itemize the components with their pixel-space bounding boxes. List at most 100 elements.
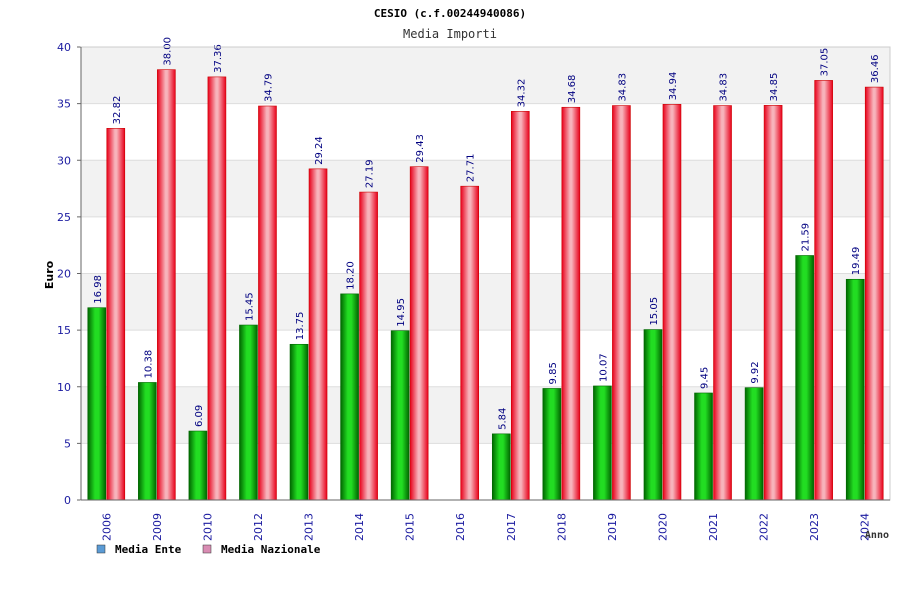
bar-media-ente	[188, 430, 208, 501]
y-tick-label: 5	[64, 437, 71, 450]
data-label: 9.45	[700, 367, 711, 389]
data-label: 34.79	[263, 73, 274, 102]
bar-media-ente	[845, 278, 865, 501]
data-label: 34.68	[567, 75, 578, 104]
bar-media-ente	[239, 324, 258, 501]
y-tick-label: 30	[57, 154, 71, 167]
x-tick-label: 2013	[303, 513, 316, 541]
bar-media-nazionale	[864, 86, 884, 501]
bar-media-nazionale	[308, 168, 328, 501]
x-tick-label: 2010	[201, 513, 214, 541]
legend: Media Ente Media Nazionale	[96, 543, 321, 556]
data-label: 9.92	[750, 361, 761, 383]
bar-media-nazionale	[409, 166, 429, 501]
data-label: 38.00	[162, 37, 173, 66]
data-label: 18.20	[346, 261, 357, 290]
x-tick-label: 2020	[656, 513, 669, 541]
legend-label-media-ente: Media Ente	[115, 543, 182, 556]
bars	[87, 69, 884, 501]
y-tick-label: 40	[57, 41, 71, 54]
data-label: 6.09	[194, 405, 205, 427]
x-tick-label: 2014	[353, 513, 366, 541]
data-label: 21.59	[801, 223, 812, 252]
bar-media-nazionale	[763, 105, 783, 501]
data-label: 34.83	[719, 73, 730, 102]
data-label: 10.07	[598, 353, 609, 382]
bar-media-ente	[340, 293, 359, 501]
data-label: 27.71	[466, 154, 477, 183]
data-label: 15.45	[244, 292, 255, 321]
y-axis-label: Euro	[43, 260, 56, 289]
bar-media-ente	[138, 382, 157, 501]
x-tick-label: 2012	[252, 513, 265, 541]
bar-media-ente	[744, 387, 764, 501]
y-tick-label: 0	[64, 494, 71, 507]
bar-media-ente	[289, 343, 309, 501]
x-tick-label: 2015	[404, 513, 417, 541]
legend-label-media-nazionale: Media Nazionale	[221, 543, 321, 556]
x-tick-label: 2016	[454, 513, 467, 541]
data-label: 37.36	[213, 44, 224, 73]
chart-title: CESIO (c.f.00244940086)	[374, 7, 526, 20]
bar-media-nazionale	[510, 111, 530, 501]
x-tick-label: 2009	[151, 513, 164, 541]
bar-media-nazionale	[713, 105, 732, 501]
bar-media-nazionale	[106, 128, 126, 501]
x-tick-label: 2017	[505, 513, 518, 541]
bar-media-ente	[694, 392, 713, 501]
bar-media-nazionale	[258, 105, 277, 501]
y-tick-label: 15	[57, 324, 71, 337]
bar-media-nazionale	[460, 185, 480, 501]
data-labels: 16.98 32.82 10.38 38.00 6.09 37.36 15.45 34.79 1…	[93, 37, 881, 430]
bar-media-nazionale	[814, 80, 833, 501]
data-label: 27.19	[365, 159, 376, 188]
data-label: 32.82	[112, 96, 123, 125]
data-label: 29.43	[415, 134, 426, 163]
data-label: 36.46	[870, 54, 881, 83]
data-label: 14.95	[396, 298, 407, 327]
data-label: 13.75	[295, 312, 306, 341]
x-tick-label: 2006	[100, 513, 113, 541]
bar-media-ente	[87, 307, 107, 501]
data-label: 37.05	[820, 48, 831, 77]
y-tick-label: 20	[57, 268, 71, 281]
legend-swatch-media-ente	[96, 544, 106, 554]
data-label: 5.84	[497, 408, 508, 430]
data-label: 29.24	[314, 136, 325, 165]
data-label: 16.98	[93, 275, 104, 304]
bar-media-nazionale	[207, 76, 227, 501]
x-tick-label: 2018	[555, 513, 568, 541]
data-label: 34.85	[769, 73, 780, 102]
data-label: 34.83	[617, 73, 628, 102]
data-label: 34.32	[516, 79, 527, 108]
data-label: 34.94	[668, 72, 679, 101]
axes: 0 5 10 15 20 25 30 35 40 2006 2009 2010 2012 2013 2014…	[57, 41, 891, 541]
data-label: 9.85	[548, 362, 559, 384]
y-tick-label: 25	[57, 211, 71, 224]
bar-media-ente	[593, 385, 612, 501]
legend-swatch-media-nazionale	[202, 544, 212, 554]
bar-media-nazionale	[561, 106, 581, 501]
data-label: 15.05	[649, 297, 660, 326]
data-label: 10.38	[143, 350, 154, 379]
x-tick-label: 2019	[606, 513, 619, 541]
bar-media-nazionale	[662, 104, 682, 501]
data-label: 19.49	[851, 247, 862, 276]
x-tick-label: 2021	[707, 513, 720, 541]
x-tick-label: 2024	[859, 513, 872, 541]
bar-media-nazionale	[612, 105, 631, 501]
chart-subtitle: Media Importi	[403, 27, 497, 41]
bar-media-ente	[795, 255, 814, 501]
bar-media-nazionale	[157, 69, 176, 501]
y-tick-label: 35	[57, 98, 71, 111]
bar-media-nazionale	[359, 191, 378, 501]
bar-media-ente	[542, 388, 562, 501]
x-tick-label: 2023	[808, 513, 821, 541]
bar-media-ente	[390, 330, 410, 501]
y-tick-label: 10	[57, 381, 71, 394]
bar-media-ente	[491, 433, 511, 501]
bar-media-ente	[643, 329, 663, 501]
x-tick-label: 2022	[758, 513, 771, 541]
x-axis-label: Anno	[865, 530, 889, 541]
